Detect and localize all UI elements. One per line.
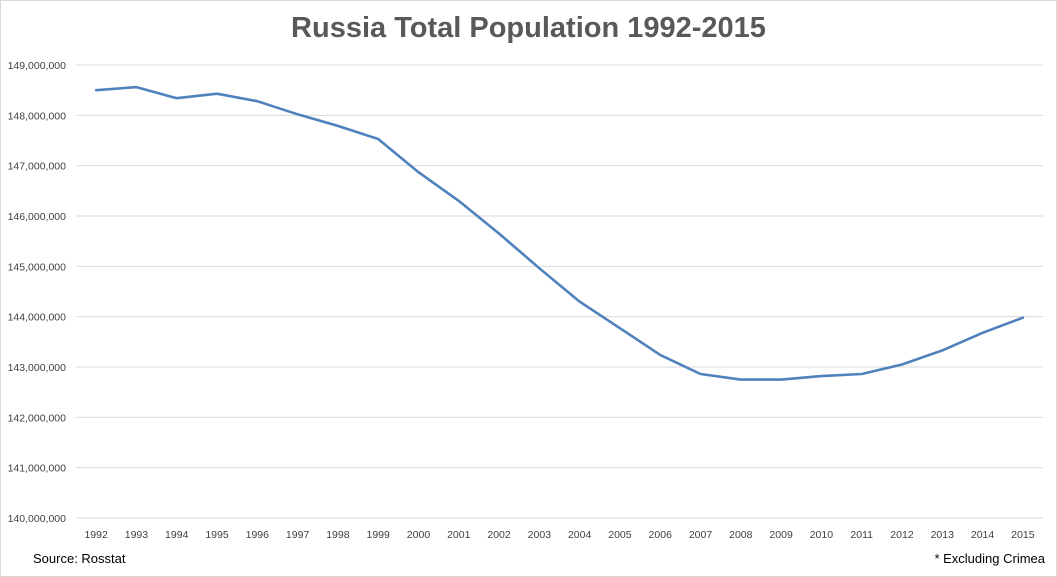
x-tick-label: 2007: [689, 529, 713, 541]
x-axis-tick-labels: 1992 1993 1994 1995 1996 1997 1998 1999 2000 2001…: [84, 529, 1034, 541]
y-tick-label: 140,000,000: [8, 513, 67, 525]
x-tick-label: 2015: [1011, 529, 1035, 541]
y-tick-label: 146,000,000: [8, 211, 67, 223]
series-layer: [94, 85, 1025, 381]
x-tick-label: 1999: [367, 529, 391, 541]
y-tick-label: 141,000,000: [8, 463, 67, 475]
x-tick-label: 1993: [125, 529, 149, 541]
x-tick-label: 2001: [447, 529, 471, 541]
x-tick-label: 2012: [890, 529, 914, 541]
footnote: * Excluding Crimea: [934, 551, 1045, 566]
x-tick-label: 1994: [165, 529, 189, 541]
y-tick-label: 147,000,000: [8, 161, 67, 173]
x-tick-label: 2013: [931, 529, 955, 541]
x-tick-label: 2002: [487, 529, 511, 541]
x-tick-label: 1998: [326, 529, 350, 541]
x-tick-label: 2014: [971, 529, 995, 541]
x-tick-label: 2000: [407, 529, 431, 541]
y-tick-label: 143,000,000: [8, 362, 67, 374]
gridlines: [76, 64, 1043, 519]
x-tick-label: 2009: [769, 529, 793, 541]
chart-title: Russia Total Population 1992-2015: [291, 12, 766, 44]
x-tick-label: 2004: [568, 529, 592, 541]
y-tick-label: 145,000,000: [8, 261, 67, 273]
x-tick-label: 2008: [729, 529, 753, 541]
x-tick-label: 1992: [84, 529, 108, 541]
x-tick-label: 2005: [608, 529, 632, 541]
x-tick-label: 2011: [850, 529, 873, 541]
x-tick-label: 1995: [205, 529, 229, 541]
x-tick-label: 2006: [649, 529, 673, 541]
x-tick-label: 1996: [246, 529, 270, 541]
y-tick-label: 142,000,000: [8, 412, 67, 424]
x-tick-label: 2010: [810, 529, 834, 541]
x-tick-label: 2003: [528, 529, 552, 541]
y-tick-label: 144,000,000: [8, 312, 67, 324]
y-tick-label: 149,000,000: [8, 60, 67, 72]
series-line: [94, 85, 1025, 381]
source-note: Source: Rosstat: [33, 551, 126, 566]
y-axis-tick-labels: 140,000,000 141,000,000 142,000,000 143,000…: [8, 60, 67, 525]
y-tick-label: 148,000,000: [8, 110, 67, 122]
x-tick-label: 1997: [286, 529, 310, 541]
